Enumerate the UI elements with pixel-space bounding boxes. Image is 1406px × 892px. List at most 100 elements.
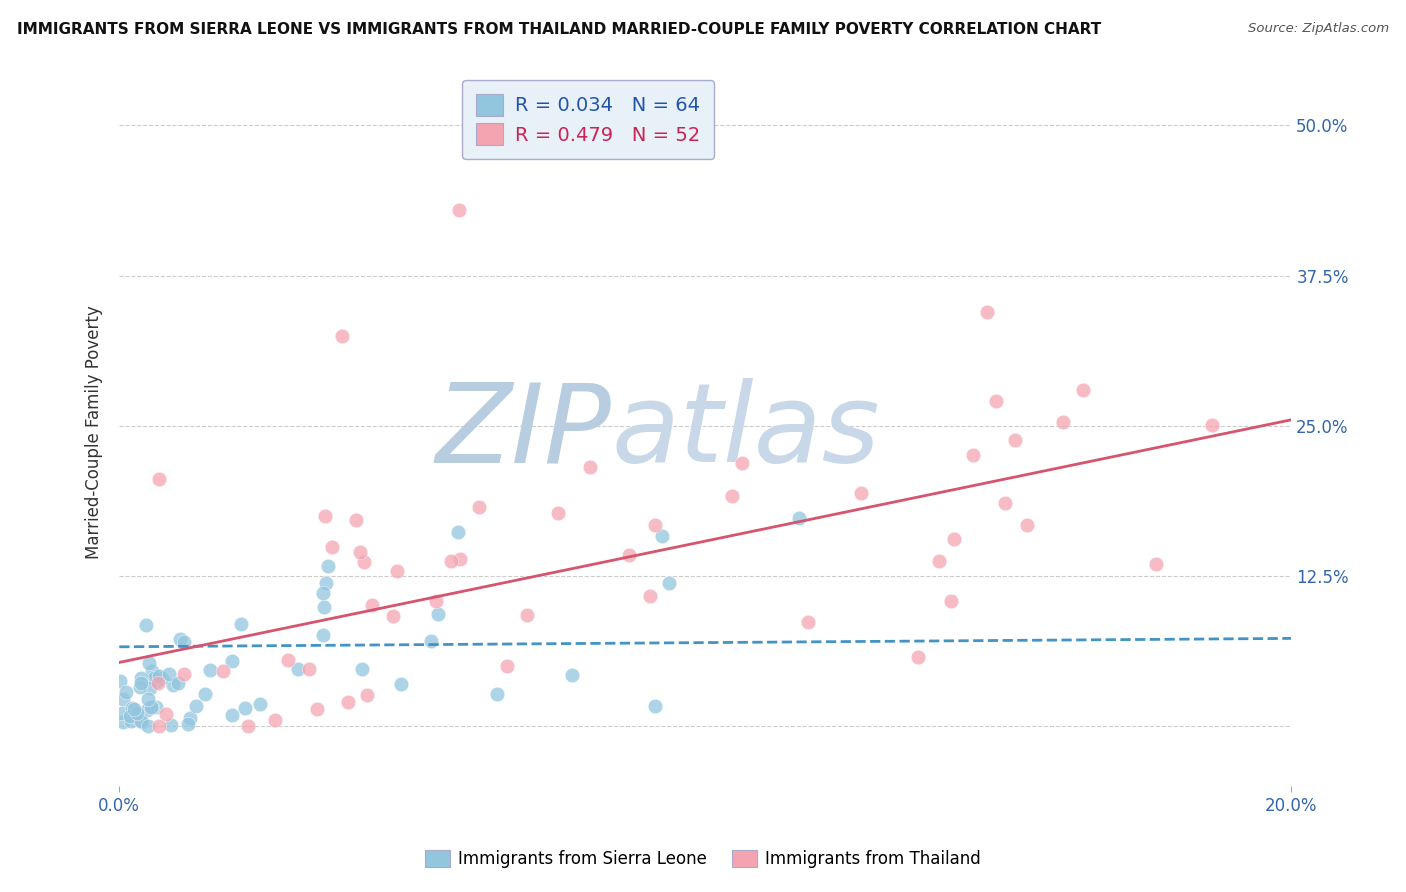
- Point: [148, 669, 170, 683]
- Point: [1071, 383, 1094, 397]
- Point: [658, 575, 681, 590]
- Point: [148, 472, 170, 486]
- Point: [124, 702, 146, 716]
- Point: [145, 699, 167, 714]
- Point: [315, 575, 337, 590]
- Point: [312, 585, 335, 599]
- Point: [124, 707, 146, 722]
- Point: [233, 701, 256, 715]
- Point: [129, 714, 152, 729]
- Point: [321, 541, 343, 555]
- Text: IMMIGRANTS FROM SIERRA LEONE VS IMMIGRANTS FROM THAILAND MARRIED-COUPLE FAMILY P: IMMIGRANTS FROM SIERRA LEONE VS IMMIGRAN…: [17, 22, 1101, 37]
- Point: [1201, 418, 1223, 433]
- Text: ZIP: ZIP: [436, 378, 612, 485]
- Point: [194, 687, 217, 701]
- Point: [447, 525, 470, 540]
- Point: [111, 692, 134, 706]
- Point: [419, 634, 441, 648]
- Point: [169, 632, 191, 646]
- Point: [211, 664, 233, 678]
- Point: [344, 513, 367, 527]
- Point: [449, 552, 471, 566]
- Point: [184, 699, 207, 714]
- Point: [1144, 557, 1167, 571]
- Point: [312, 628, 335, 642]
- Point: [138, 657, 160, 671]
- Point: [941, 594, 963, 608]
- Point: [427, 607, 450, 622]
- Point: [316, 559, 339, 574]
- Point: [159, 667, 181, 681]
- Point: [136, 691, 159, 706]
- Point: [173, 667, 195, 681]
- Point: [287, 662, 309, 676]
- Point: [579, 460, 602, 475]
- Point: [122, 708, 145, 723]
- Point: [221, 708, 243, 723]
- Point: [131, 714, 153, 729]
- Point: [162, 678, 184, 692]
- Point: [1052, 415, 1074, 429]
- Point: [179, 711, 201, 725]
- Point: [928, 554, 950, 568]
- Point: [277, 653, 299, 667]
- Point: [1015, 518, 1038, 533]
- Point: [787, 511, 810, 525]
- Point: [547, 507, 569, 521]
- Point: [336, 695, 359, 709]
- Point: [146, 676, 169, 690]
- Legend: R = 0.034   N = 64, R = 0.479   N = 52: R = 0.034 N = 64, R = 0.479 N = 52: [463, 80, 714, 159]
- Point: [145, 673, 167, 688]
- Point: [561, 668, 583, 682]
- Point: [976, 304, 998, 318]
- Point: [221, 654, 243, 668]
- Point: [298, 662, 321, 676]
- Point: [139, 699, 162, 714]
- Point: [167, 676, 190, 690]
- Point: [177, 717, 200, 731]
- Point: [120, 714, 142, 728]
- Point: [425, 594, 447, 608]
- Point: [644, 518, 666, 533]
- Point: [353, 555, 375, 569]
- Point: [231, 617, 253, 632]
- Point: [356, 688, 378, 702]
- Point: [138, 681, 160, 695]
- Point: [440, 554, 463, 568]
- Point: [984, 394, 1007, 409]
- Point: [619, 548, 641, 562]
- Point: [148, 719, 170, 733]
- Point: [143, 671, 166, 685]
- Point: [720, 489, 742, 503]
- Point: [150, 671, 173, 685]
- Point: [155, 707, 177, 722]
- Point: [129, 671, 152, 685]
- Text: atlas: atlas: [612, 378, 880, 485]
- Point: [115, 685, 138, 699]
- Point: [236, 719, 259, 733]
- Point: [125, 706, 148, 720]
- Point: [110, 674, 132, 689]
- Point: [160, 718, 183, 732]
- Point: [516, 607, 538, 622]
- Point: [121, 700, 143, 714]
- Point: [200, 663, 222, 677]
- Point: [141, 700, 163, 714]
- Point: [312, 600, 335, 615]
- Point: [382, 609, 405, 624]
- Point: [136, 703, 159, 717]
- Point: [962, 448, 984, 462]
- Point: [136, 719, 159, 733]
- Point: [307, 702, 329, 716]
- Point: [141, 664, 163, 678]
- Point: [797, 615, 820, 629]
- Point: [349, 545, 371, 559]
- Point: [389, 676, 412, 690]
- Point: [314, 509, 336, 524]
- Point: [361, 599, 384, 613]
- Point: [651, 528, 673, 542]
- Point: [1004, 434, 1026, 448]
- Point: [173, 635, 195, 649]
- Point: [644, 699, 666, 714]
- Point: [640, 589, 662, 603]
